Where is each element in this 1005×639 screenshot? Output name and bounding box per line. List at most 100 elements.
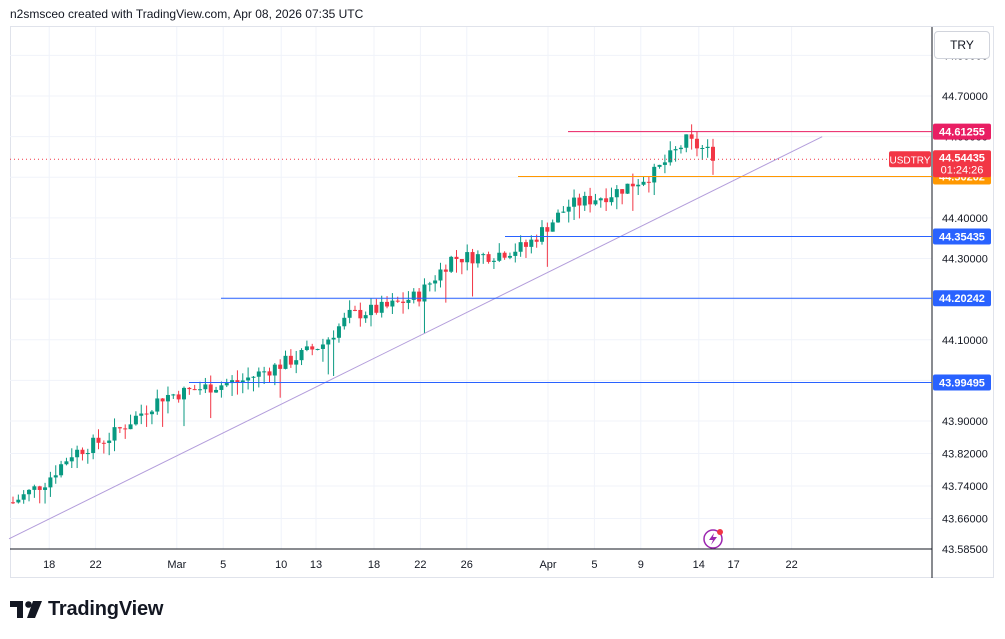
candle <box>502 251 507 260</box>
price-tick-label: 44.30000 <box>942 254 988 266</box>
candle <box>652 163 657 196</box>
candle-body <box>85 453 90 455</box>
tradingview-wordmark: TradingView <box>48 598 164 620</box>
candle-body <box>417 291 422 302</box>
candle-body <box>475 254 480 264</box>
time-tick-label: 22 <box>89 559 101 571</box>
candle <box>550 219 555 232</box>
level-price-tag <box>933 374 991 391</box>
last-price-tag <box>933 150 991 178</box>
candle-body <box>486 254 491 262</box>
tradingview-logo-icon <box>10 600 42 618</box>
time-tick-label: 9 <box>638 559 644 571</box>
candle <box>556 209 561 223</box>
candle <box>283 350 288 370</box>
candle <box>288 349 293 368</box>
candlestick-chart[interactable]: 44.8000044.7000044.6000044.4000044.30000… <box>0 0 1005 580</box>
chart-attribution: n2smsceo created with TradingView.com, A… <box>10 7 364 21</box>
candle-body <box>513 251 518 256</box>
candle <box>326 337 331 375</box>
candle <box>620 188 625 205</box>
candle <box>192 384 197 391</box>
candle <box>176 390 181 403</box>
candle-body <box>545 227 550 232</box>
candle <box>101 440 106 454</box>
candle-body <box>529 239 534 247</box>
candle <box>64 457 69 466</box>
candle <box>43 482 48 504</box>
candle-body <box>598 198 603 201</box>
candle <box>678 145 683 154</box>
candle-body <box>336 326 341 338</box>
candle <box>379 295 384 318</box>
candle-body <box>700 147 705 149</box>
candle-body <box>160 398 165 402</box>
candle-body <box>556 212 561 223</box>
candle-body <box>80 449 85 455</box>
lightning-alert-icon[interactable] <box>703 529 723 549</box>
candle <box>310 343 315 356</box>
candle <box>155 389 160 415</box>
candle-body <box>614 189 619 198</box>
candle <box>614 185 619 210</box>
candle <box>705 139 710 158</box>
candle-body <box>534 239 539 242</box>
candle-body <box>320 344 325 349</box>
candle <box>668 141 673 166</box>
candle <box>417 288 422 307</box>
candle-body <box>358 309 363 319</box>
candle <box>278 359 283 398</box>
candle-body <box>176 394 181 400</box>
tradingview-brand[interactable]: TradingView <box>10 598 163 621</box>
candle-body <box>352 309 357 311</box>
candle-body <box>588 195 593 205</box>
time-tick-label: 26 <box>461 559 473 571</box>
candle-body <box>481 254 486 256</box>
candle-body <box>459 259 464 263</box>
candle <box>315 348 320 351</box>
candle <box>662 154 667 174</box>
candle-body <box>224 383 229 386</box>
price-tick-label: 44.10000 <box>942 335 988 347</box>
candle <box>80 447 85 461</box>
candle <box>16 494 21 504</box>
candle <box>251 375 256 392</box>
candle-body <box>427 283 432 285</box>
candle <box>352 305 357 312</box>
candle <box>465 244 470 271</box>
candle-body <box>374 304 379 313</box>
candle-body <box>652 166 657 183</box>
candle-body <box>369 304 374 316</box>
candle <box>689 124 694 150</box>
candle-body <box>219 385 224 390</box>
candle <box>96 429 101 450</box>
candle <box>187 387 192 395</box>
level-price-label: 43.99495 <box>939 377 985 389</box>
candle-body <box>673 149 678 151</box>
support-trendline <box>8 136 823 540</box>
candle <box>684 134 689 153</box>
candle-body <box>315 348 320 350</box>
candle <box>198 381 203 395</box>
candle <box>433 275 438 292</box>
candle <box>577 193 582 219</box>
candle-body <box>262 371 267 373</box>
candle <box>390 293 395 314</box>
candle <box>507 252 512 260</box>
candle <box>171 393 176 399</box>
candle-body <box>149 411 154 415</box>
time-tick-label: 18 <box>368 559 380 571</box>
candle-body <box>251 376 256 378</box>
candle-body <box>550 222 555 232</box>
candle-body <box>278 364 283 369</box>
level-price-tag <box>933 123 991 140</box>
candle <box>123 424 128 439</box>
candle-body <box>272 364 277 376</box>
price-tick-label: 43.90000 <box>942 416 988 428</box>
candle-body <box>711 146 715 161</box>
currency-button[interactable]: TRY <box>934 31 990 59</box>
candle-body <box>705 146 710 148</box>
candle-body <box>454 256 459 260</box>
candle <box>438 262 443 288</box>
candle <box>75 445 80 469</box>
